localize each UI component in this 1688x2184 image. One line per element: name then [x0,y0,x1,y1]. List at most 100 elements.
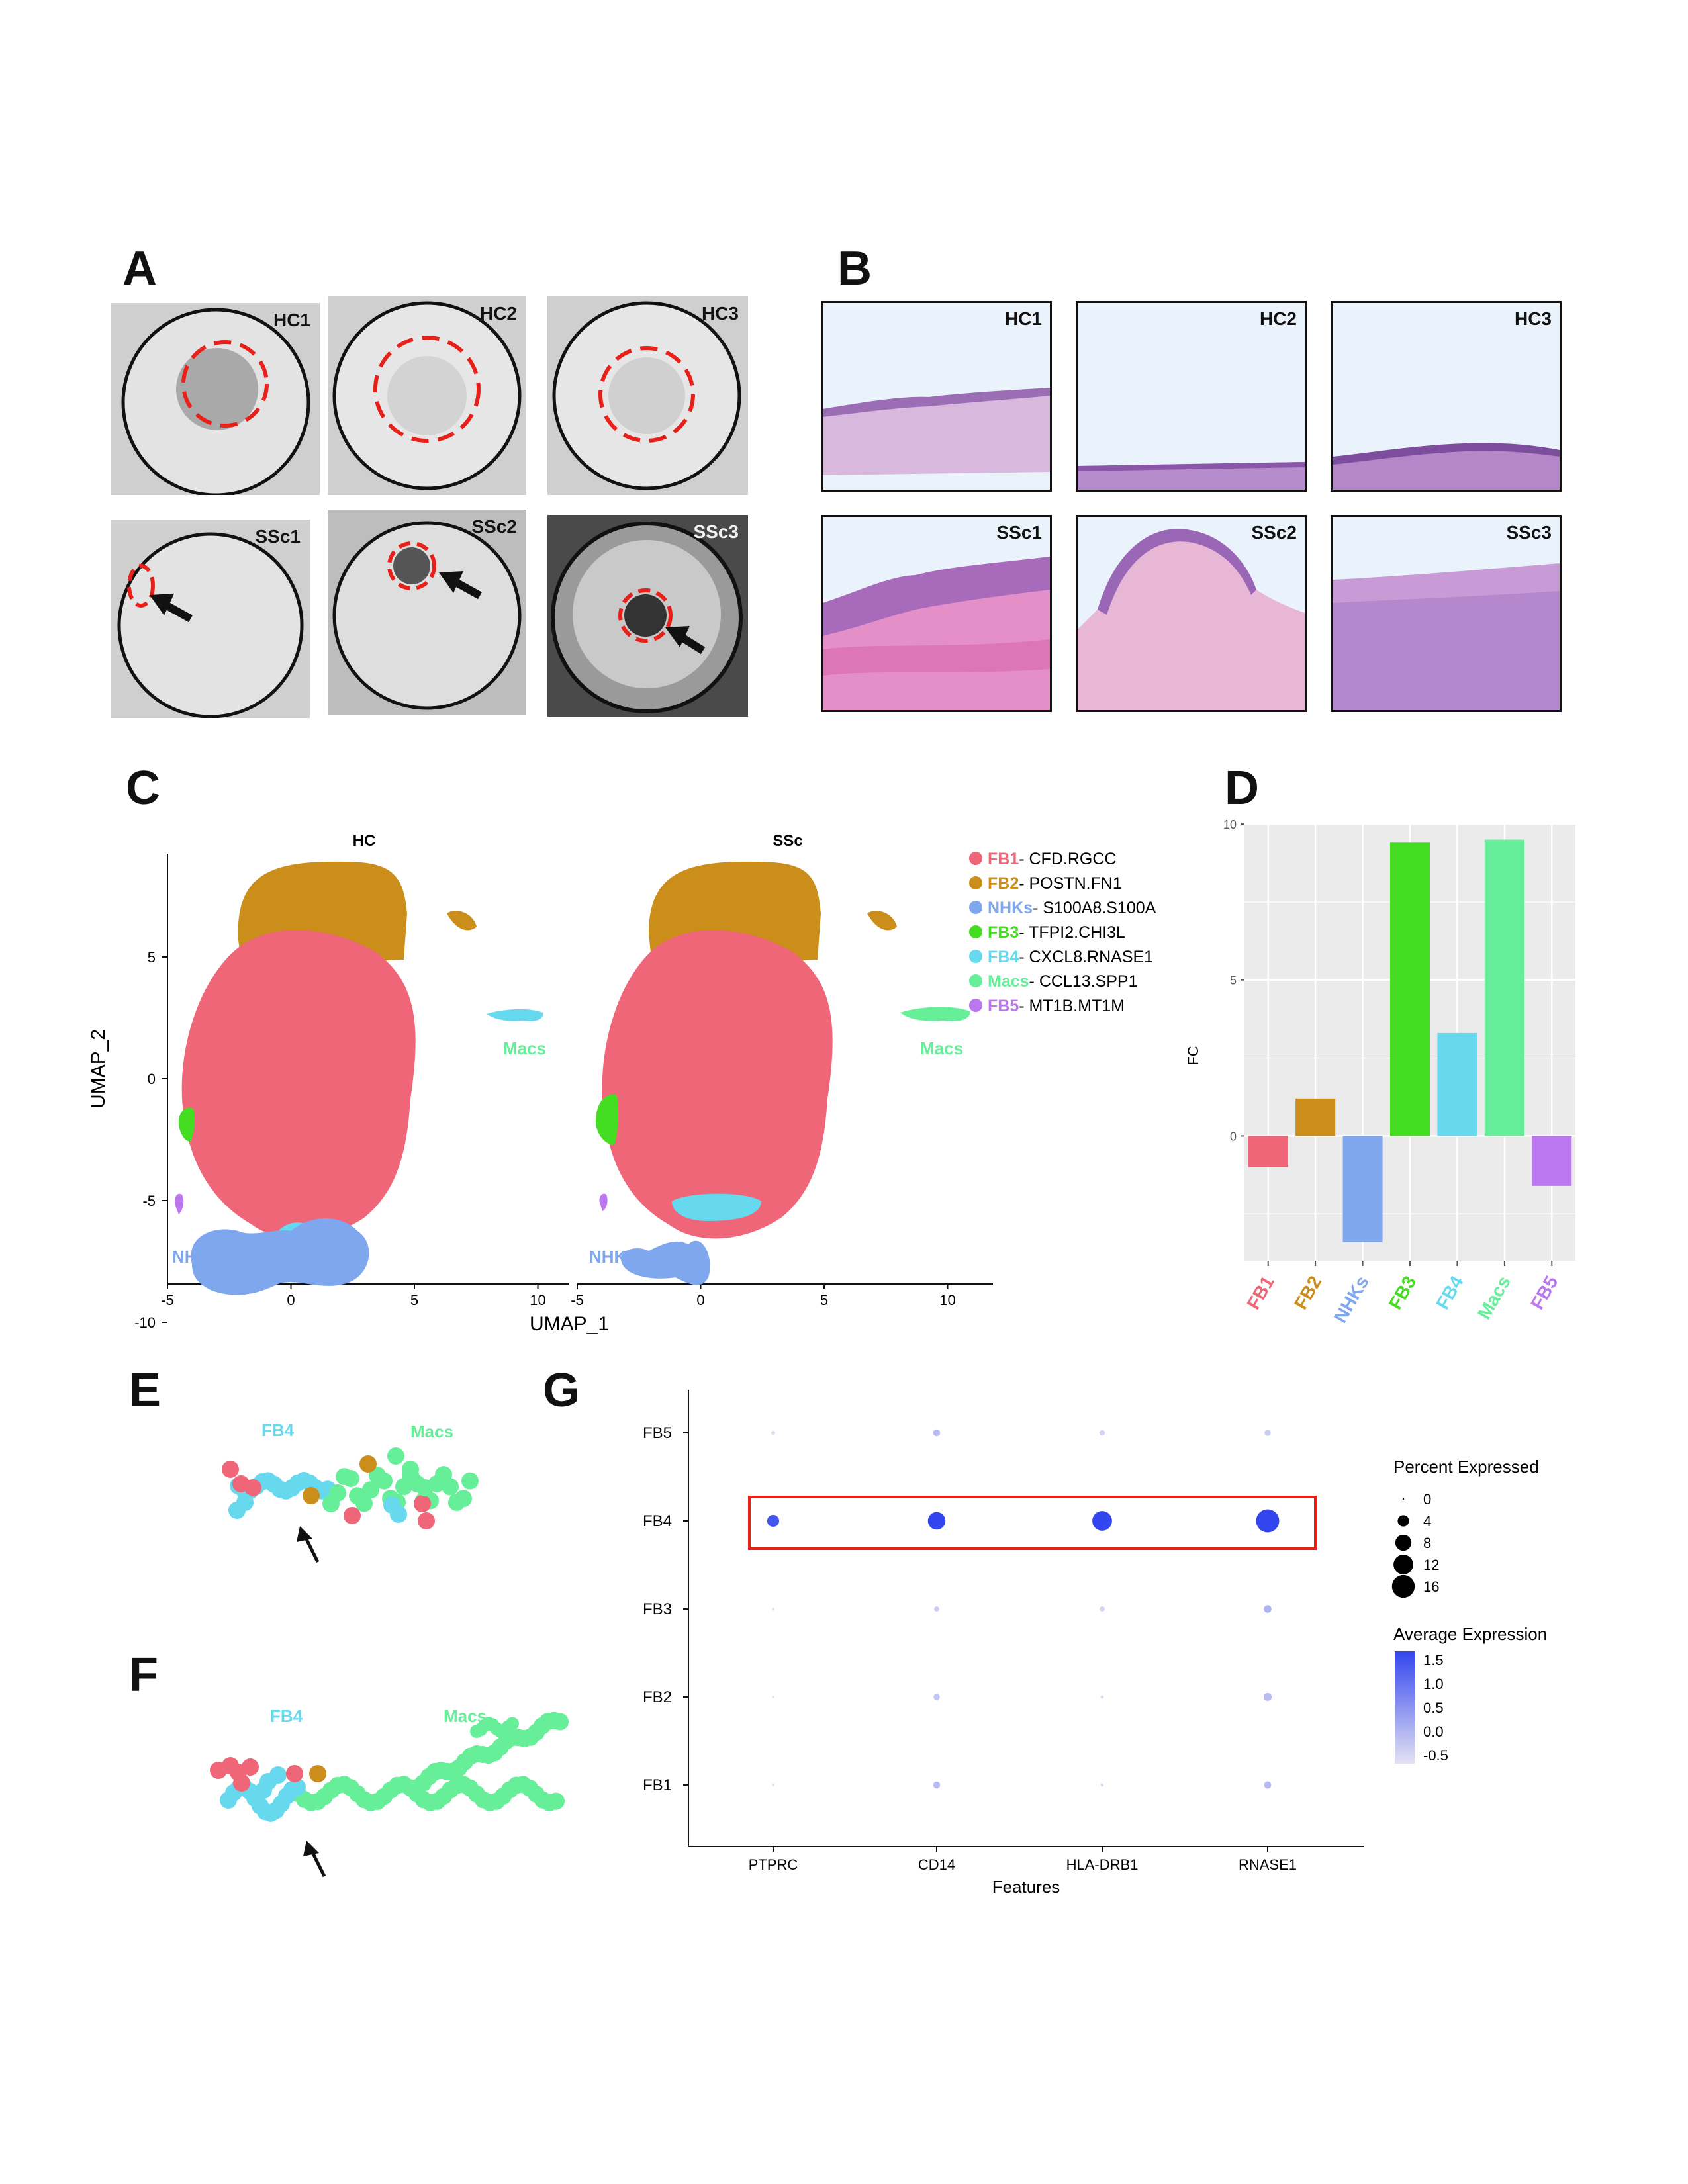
well-image-hc3: HC3 [547,296,748,495]
cell-point [547,1792,565,1810]
legend-entry: FB5- MT1B.MT1M [988,997,1125,1015]
expression-dot [771,1430,776,1435]
cell-point [442,1478,459,1496]
expression-dot [1264,1605,1272,1613]
size-legend-label: 12 [1423,1557,1439,1573]
x-tick-label: CD14 [918,1856,955,1873]
x-axis-label: Features [992,1877,1060,1897]
expression-dot [1092,1511,1112,1531]
cell-point [414,1495,431,1512]
x-tick-label: NHKs [1330,1273,1373,1327]
x-tick-label: RNASE1 [1239,1856,1297,1873]
bar-fb5 [1532,1136,1572,1186]
cell-point [286,1765,303,1782]
histology-hc1-drawing [823,303,1050,490]
cell-point [551,1713,569,1731]
label-macs: Macs [444,1706,487,1726]
bar-fb4 [1437,1032,1477,1136]
cell-point [303,1487,320,1504]
expression-dot [1256,1509,1280,1533]
bar-fb3 [1390,842,1430,1136]
histology-ssc3-drawing [1333,517,1560,710]
x-tick-label: FB5 [1526,1273,1562,1313]
cell-point [416,1479,434,1496]
legend-entry: FB3- TFPI2.CHI3L [988,923,1125,942]
y-axis-label: UMAP_2 [87,1029,109,1109]
expression-dot [772,1784,774,1786]
panel-label-d: D [1225,762,1259,815]
panel-label-g: G [543,1364,581,1417]
legend-entry: FB2- POSTN.FN1 [988,874,1122,893]
histology-hc2: HC2 [1076,301,1307,492]
legend-entry: FB4- CXCL8.RNASE1 [988,948,1153,966]
color-legend-label: 0.0 [1423,1723,1444,1740]
size-legend: 0 4 8 12 16 [1391,1491,1439,1598]
cluster-fb2-small-hc [447,911,477,931]
expression-dot [933,1781,941,1789]
expression-dot [1100,1606,1105,1612]
well-hc2-drawing [328,296,526,495]
panel-label-e: E [129,1364,162,1417]
sample-label: SSc1 [255,526,301,547]
cluster-fb4-ssc [672,1193,761,1221]
histology-hc3-drawing [1333,303,1560,490]
cell-point [375,1472,393,1490]
well-image-ssc3: SSc3 [547,515,748,717]
cluster-label-nhks-hc: NHKs [172,1247,219,1267]
umap-chart: HC SSc -5 -5 0 0 5 5 10 10 5 0 -5 -10 UMAP_1 UMAP_2… [87,832,993,1335]
arrow-head [297,1526,312,1542]
well-hc3-drawing [547,296,748,495]
facet-title-hc: HC [353,832,376,850]
x-tick-label: -5 [161,1292,174,1308]
sample-label: HC1 [1004,308,1042,329]
sample-label: SSc3 [1506,522,1552,543]
y-tick-label: 10 [1223,818,1237,831]
color-legend-ticks: 1.5 1.0 0.5 0.0 -0.5 [1423,1652,1448,1764]
histology-ssc2: SSc2 [1076,515,1307,712]
umap-ticks: -5 -5 0 0 5 5 10 10 5 0 -5 -10 [134,949,956,1331]
cell-point [506,1717,519,1731]
row-label: FB3 [643,1600,672,1618]
sample-label: SSc1 [996,522,1043,543]
size-legend-dot [1393,1555,1413,1574]
legend-swatch [969,901,982,914]
bar-fb2 [1295,1098,1336,1136]
x-tick-label: FB1 [1243,1273,1278,1313]
cell-point [233,1774,250,1792]
expression-dots [767,1429,1280,1789]
x-tick-label: Macs [1474,1273,1515,1323]
y-axis-label: FC [1185,1046,1201,1065]
cluster-fb5-ssc [599,1193,608,1211]
cell-point [455,1490,472,1508]
legend-swatch [969,999,982,1012]
well-ssc1-drawing [111,520,310,718]
bars [1248,839,1572,1242]
size-legend-title: Percent Expressed [1393,1457,1539,1477]
sample-label: HC2 [479,303,517,324]
color-legend-label: -0.5 [1423,1747,1448,1764]
bar-fb1 [1248,1136,1288,1167]
expression-dot [933,1429,941,1437]
expression-dot [933,1694,940,1700]
cell-point [289,1778,306,1796]
expression-dot [1264,1781,1272,1789]
label-fb4: FB4 [270,1706,303,1726]
cluster-nhks-ssc [621,1240,710,1285]
legend-entry: Macs- CCL13.SPP1 [988,972,1138,991]
y-tick-label: 0 [148,1071,156,1087]
cell-point [236,1494,254,1511]
well-ssc3-drawing [547,515,748,717]
arrow-head [303,1841,319,1856]
cluster-fb3-ssc [596,1094,619,1145]
color-legend-bar [1395,1651,1415,1764]
expression-dot [1263,1692,1272,1702]
sample-label: SSc3 [693,522,739,542]
cell-point [309,1765,326,1782]
zoom-dots-hc [222,1447,479,1529]
facet-title-ssc: SSc [773,832,802,850]
cell-point [387,1447,404,1465]
x-tick-label: 5 [820,1292,828,1308]
legend-entry: NHKs- S100A8.S100A [988,899,1156,917]
umap-legend: FB1- CFD.RGCC FB2- POSTN.FN1 NHKs- S100A8.… [969,850,1156,1015]
panel-label-a: A [122,242,157,295]
